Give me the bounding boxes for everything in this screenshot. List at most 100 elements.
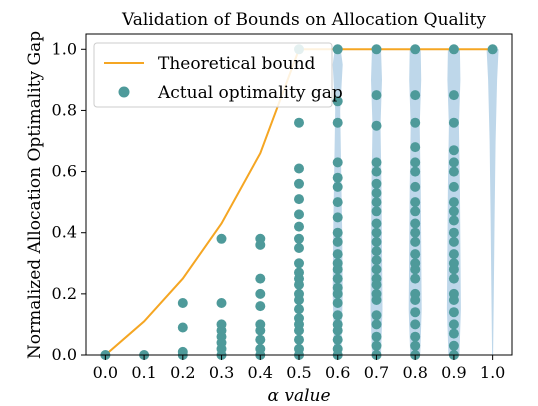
scatter-point	[332, 343, 343, 354]
y-tick-label: 0.4	[52, 223, 77, 242]
scatter-point	[371, 227, 382, 238]
scatter-point	[410, 236, 421, 247]
scatter-point	[410, 227, 421, 238]
scatter-point	[448, 117, 459, 128]
scatter-point	[255, 334, 266, 345]
scatter-point	[410, 157, 421, 168]
scatter-point	[448, 181, 459, 192]
scatter-point	[410, 249, 421, 260]
scatter-point	[448, 273, 459, 284]
scatter-point	[371, 206, 382, 217]
scatter-point	[294, 194, 304, 205]
scatter-point	[371, 288, 382, 299]
scatter-point	[410, 90, 421, 101]
scatter-point	[410, 117, 421, 128]
scatter-point	[448, 157, 459, 168]
scatter-point	[410, 319, 421, 330]
scatter-point	[487, 44, 498, 55]
violin-4	[486, 49, 499, 356]
scatter-point	[448, 145, 459, 156]
y-tick-label: 0.2	[52, 284, 77, 303]
scatter-points-layer	[100, 44, 498, 360]
scatter-point	[332, 310, 343, 321]
scatter-point	[448, 258, 459, 269]
scatter-point	[371, 255, 382, 266]
scatter-point	[410, 197, 421, 208]
scatter-point	[294, 258, 304, 269]
scatter-point	[410, 206, 421, 217]
scatter-point	[294, 304, 304, 315]
scatter-point	[294, 233, 304, 244]
scatter-point	[332, 236, 343, 247]
scatter-point	[410, 273, 421, 284]
scatter-point	[294, 288, 304, 299]
scatter-point	[371, 120, 382, 131]
scatter-point	[448, 166, 459, 177]
scatter-point	[448, 307, 459, 318]
scatter-point	[371, 218, 382, 229]
scatter-point	[410, 307, 421, 318]
scatter-point	[255, 343, 266, 354]
scatter-point	[332, 334, 343, 345]
scatter-point	[371, 44, 382, 55]
scatter-point	[448, 206, 459, 217]
scatter-point	[448, 44, 459, 55]
scatter-point	[332, 157, 343, 168]
x-tick-label: 0.8	[402, 363, 427, 382]
legend-label-theoretical-bound: Theoretical bound	[158, 54, 316, 74]
scatter-point	[410, 44, 421, 55]
scatter-point	[332, 96, 343, 107]
scatter-point	[294, 243, 304, 253]
scatter-point	[371, 157, 382, 168]
x-tick-label: 0.9	[441, 363, 466, 382]
scatter-point	[332, 172, 343, 183]
scatter-point	[448, 215, 459, 226]
y-tick-label: 1.0	[52, 39, 77, 58]
x-tick-label: 0.5	[286, 363, 311, 382]
y-axis-label: Normalized Allocation Optimality Gap	[25, 31, 45, 359]
x-axis-label: α value	[267, 386, 330, 406]
scatter-point	[332, 282, 343, 293]
scatter-point	[448, 249, 459, 260]
scatter-point	[255, 288, 266, 299]
scatter-point	[410, 258, 421, 269]
y-tick-label: 0.8	[52, 100, 77, 119]
x-tick-label: 0.4	[248, 363, 273, 382]
x-tick-label: 0.1	[131, 363, 156, 382]
x-axis-ticks: 0.0 0.1 0.2 0.3 0.4 0.5 0.6 0.7 0.8 0.9 1.0	[93, 355, 505, 382]
scatter-point	[371, 197, 382, 208]
scatter-point	[371, 166, 382, 177]
scatter-point	[371, 340, 382, 351]
scatter-point	[332, 181, 343, 192]
scatter-point	[371, 246, 382, 257]
legend-marker-swatch	[118, 86, 130, 98]
scatter-point	[410, 166, 421, 177]
scatter-point	[371, 236, 382, 247]
scatter-point	[371, 264, 382, 275]
scatter-point	[216, 319, 227, 330]
scatter-point	[255, 301, 266, 312]
scatter-point	[410, 340, 421, 351]
scatter-point	[371, 310, 382, 321]
scatter-point	[448, 288, 459, 299]
scatter-point	[332, 117, 343, 128]
x-tick-label: 1.0	[480, 363, 505, 382]
y-tick-label: 0.0	[52, 345, 77, 364]
scatter-point	[371, 331, 382, 342]
scatter-point	[255, 319, 266, 330]
scatter-point	[371, 273, 382, 284]
legend: Theoretical bound Actual optimality gap	[93, 42, 343, 108]
scatter-point	[448, 227, 459, 238]
scatter-point	[332, 197, 343, 208]
x-tick-label: 0.2	[170, 363, 195, 382]
scatter-point	[371, 319, 382, 330]
scatter-point	[255, 273, 266, 284]
legend-box	[93, 42, 333, 108]
scatter-point	[216, 298, 227, 308]
scatter-point	[332, 319, 343, 330]
scatter-point	[255, 233, 266, 244]
scatter-point	[294, 221, 304, 232]
scatter-point	[448, 328, 459, 339]
scatter-point	[410, 288, 421, 299]
